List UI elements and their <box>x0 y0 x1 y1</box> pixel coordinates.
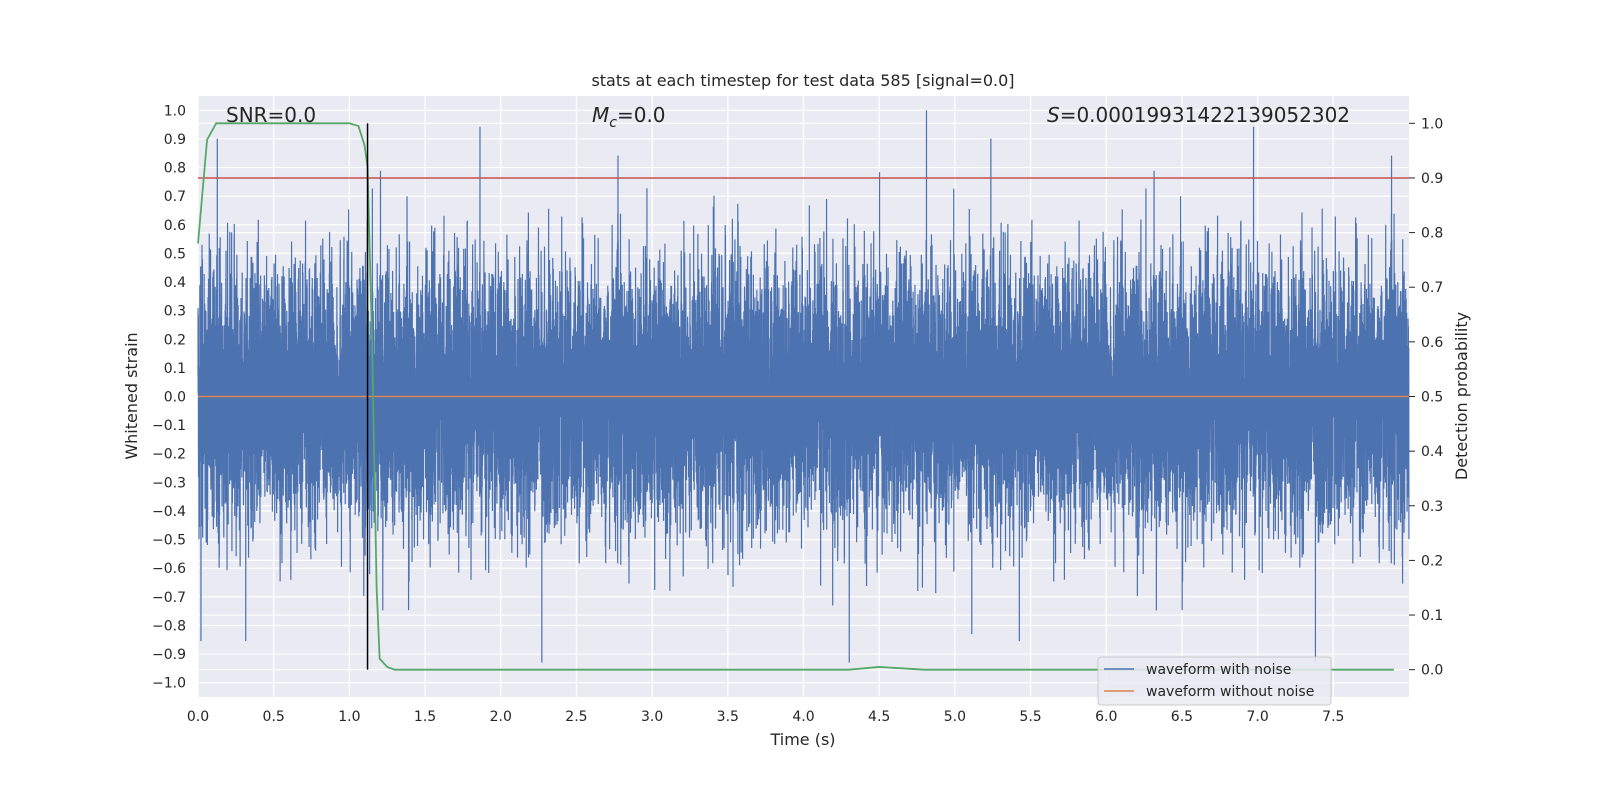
y2-tick-label: 0.5 <box>1421 390 1443 406</box>
y2-tick-label: 0.8 <box>1421 226 1443 242</box>
y-tick-label: −0.5 <box>152 533 186 549</box>
x-tick-label: 3.5 <box>717 709 739 725</box>
y-tick-label: 0.6 <box>164 218 186 234</box>
s-symbol: S <box>1047 103 1060 127</box>
y2-tick-label: 0.3 <box>1421 499 1443 515</box>
s-annotation: S=0.00019931422139052302 <box>1047 103 1350 127</box>
y-tick-label: 0.4 <box>164 275 186 291</box>
y-tick-label: 0.2 <box>164 332 186 348</box>
legend-label-clean: waveform without noise <box>1146 684 1314 700</box>
y2-tick-label: 0.9 <box>1421 171 1443 187</box>
x-axis-label: Time (s) <box>769 730 835 749</box>
y-tick-label: 0.0 <box>164 390 186 406</box>
noise-waveform-line <box>197 110 1410 663</box>
y-tick-label: −0.7 <box>152 590 186 606</box>
y2-tick-label: 0.0 <box>1421 663 1443 679</box>
x-axis-ticks: 0.0 0.5 1.0 1.5 2.0 2.5 3.0 3.5 4.0 4.5 5.0 5.5 6.0 6… <box>187 709 1345 725</box>
legend: waveform with noise waveform without noi… <box>1097 656 1332 706</box>
chart-title: stats at each timestep for test data 585… <box>591 71 1014 90</box>
y-tick-label: −0.8 <box>152 618 186 634</box>
series-waveform-with-noise <box>197 110 1410 663</box>
x-tick-label: 0.0 <box>187 709 209 725</box>
x-tick-label: 2.5 <box>565 709 587 725</box>
y-tick-label: 0.9 <box>164 132 186 148</box>
y-tick-label: 0.7 <box>164 189 186 205</box>
x-tick-label: 5.5 <box>1019 709 1041 725</box>
y-tick-label: −0.6 <box>152 561 186 577</box>
y2-tick-label: 0.1 <box>1421 608 1443 624</box>
x-tick-label: 6.5 <box>1171 709 1193 725</box>
y2-axis-label: Detection probability <box>1452 312 1471 480</box>
y-axis-left-ticks: 1.0 0.9 0.8 0.7 0.6 0.5 0.4 0.3 0.2 0.1 0.0 −0.1 −0.… <box>152 103 186 691</box>
y-tick-label: −0.2 <box>152 447 186 463</box>
x-tick-label: 0.5 <box>263 709 285 725</box>
x-tick-label: 1.5 <box>414 709 436 725</box>
y-tick-label: −0.1 <box>152 418 186 434</box>
mc-subscript: c <box>609 115 617 131</box>
y-tick-label: 0.8 <box>164 161 186 177</box>
x-tick-label: 7.5 <box>1322 709 1344 725</box>
chirp-mass-annotation: Mc=0.0 <box>592 103 666 131</box>
y2-tick-label: 1.0 <box>1421 116 1443 132</box>
x-tick-label: 7.0 <box>1246 709 1268 725</box>
s-value: =0.00019931422139052302 <box>1060 103 1350 127</box>
y2-tick-label: 0.7 <box>1421 280 1443 296</box>
x-tick-label: 3.0 <box>641 709 663 725</box>
mc-value: =0.0 <box>617 103 666 127</box>
x-tick-label: 4.0 <box>792 709 814 725</box>
y-tick-label: 0.1 <box>164 361 186 377</box>
y2-tick-label: 0.2 <box>1421 553 1443 569</box>
y-tick-label: −1.0 <box>152 676 186 692</box>
y-tick-label: −0.4 <box>152 504 186 520</box>
overlays <box>197 122 1409 671</box>
x-tick-label: 6.0 <box>1095 709 1117 725</box>
detection-probability-line <box>197 122 1394 671</box>
y-tick-label: 1.0 <box>164 103 186 119</box>
y2-tick-label: 0.4 <box>1421 444 1443 460</box>
legend-label-noise: waveform with noise <box>1146 662 1291 678</box>
y-tick-label: −0.3 <box>152 475 186 491</box>
y-tick-label: −0.9 <box>152 647 186 663</box>
snr-annotation: SNR=0.0 <box>226 103 316 127</box>
y2-tick-label: 0.6 <box>1421 335 1443 351</box>
y-axis-right-ticks: 1.0 0.9 0.8 0.7 0.6 0.5 0.4 0.3 0.2 0.1 0.0 <box>1409 116 1443 679</box>
mc-symbol: M <box>592 103 609 127</box>
x-tick-label: 4.5 <box>868 709 890 725</box>
x-tick-label: 2.0 <box>490 709 512 725</box>
y-axis-label: Whitened strain <box>122 332 141 459</box>
y-tick-label: 0.5 <box>164 246 186 262</box>
x-tick-label: 1.0 <box>338 709 360 725</box>
x-tick-label: 5.0 <box>944 709 966 725</box>
legend-box <box>1097 656 1332 706</box>
y-tick-label: 0.3 <box>164 304 186 320</box>
